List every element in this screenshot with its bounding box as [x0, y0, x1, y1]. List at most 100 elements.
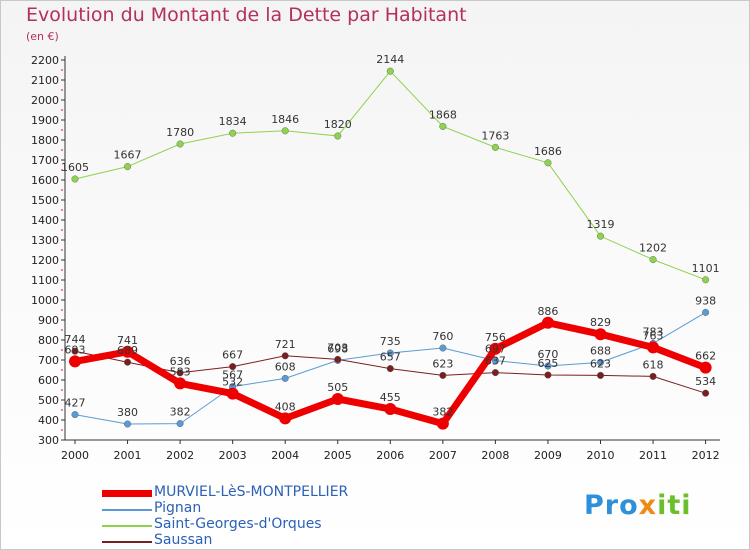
data-point [647, 341, 660, 354]
data-point [384, 403, 397, 415]
data-label: 744 [65, 333, 86, 346]
data-label: 721 [275, 338, 296, 351]
y-minor-tick [61, 349, 63, 351]
data-label: 783 [643, 325, 664, 338]
y-minor-tick [61, 389, 63, 391]
legend-label: MURVIEL-LèS-MONTPELLIER [154, 484, 349, 500]
data-label: 2144 [376, 53, 404, 66]
chart-title: Evolution du Montant de la Dette par Hab… [26, 4, 467, 26]
data-point [702, 308, 710, 316]
x-tick-label: 2008 [481, 449, 509, 462]
data-label: 703 [327, 341, 348, 354]
x-tick-label: 2009 [534, 449, 562, 462]
data-point [71, 411, 79, 419]
y-tick-label: 2000 [31, 94, 59, 107]
data-label: 938 [695, 294, 716, 307]
data-point [334, 355, 342, 363]
y-tick-label: 1500 [31, 194, 59, 207]
y-tick-label: 1300 [31, 234, 59, 247]
data-point [229, 363, 237, 371]
data-point [69, 355, 81, 368]
data-label: 623 [590, 357, 611, 370]
y-minor-tick [61, 149, 63, 151]
y-minor-tick [61, 89, 63, 91]
data-point [491, 369, 499, 377]
data-label: 667 [222, 349, 243, 362]
x-tick-label: 2007 [429, 449, 457, 462]
data-label: 1780 [166, 126, 194, 139]
data-label: 583 [170, 365, 191, 378]
data-point [439, 371, 447, 379]
data-label: 408 [275, 400, 296, 413]
data-label: 1868 [429, 108, 457, 121]
data-point [71, 175, 79, 183]
data-label: 1820 [324, 118, 352, 131]
y-tick-label: 500 [38, 394, 59, 407]
data-point [226, 387, 239, 400]
data-point [702, 276, 710, 284]
y-tick-label: 1400 [31, 214, 59, 227]
x-tick-label: 2002 [166, 449, 194, 462]
data-point [597, 358, 605, 366]
data-point [649, 256, 657, 264]
x-tick-label: 2000 [61, 449, 89, 462]
data-point [541, 316, 554, 329]
data-label: 1202 [639, 242, 667, 255]
x-tick-label: 2006 [376, 449, 404, 462]
y-tick-label: 300 [38, 434, 59, 447]
y-tick-label: 400 [38, 414, 59, 427]
data-label: 505 [327, 381, 348, 394]
data-point [124, 163, 132, 171]
data-label: 689 [117, 344, 138, 357]
x-tick-label: 2005 [324, 449, 352, 462]
data-point [281, 374, 289, 382]
data-point [597, 371, 605, 379]
legend-label: Pignan [154, 500, 202, 516]
data-label: 657 [380, 351, 401, 364]
data-label: 427 [65, 397, 86, 410]
data-label: 380 [117, 406, 138, 419]
data-point [124, 420, 132, 428]
data-point [71, 347, 79, 355]
y-tick-label: 600 [38, 374, 59, 387]
data-point [279, 412, 292, 425]
data-label: 760 [432, 330, 453, 343]
data-point [176, 420, 184, 428]
data-point [439, 344, 447, 352]
data-point [281, 127, 289, 135]
data-point [594, 328, 607, 341]
x-tick-label: 2004 [271, 449, 299, 462]
data-label: 763 [643, 329, 664, 342]
y-tick-label: 1100 [31, 274, 59, 287]
y-tick-label: 1900 [31, 114, 59, 127]
data-point [544, 362, 552, 370]
data-point [121, 345, 134, 358]
data-label: 455 [380, 391, 401, 404]
series-line [74, 70, 706, 281]
legend-label: Saint-Georges-d'Orques [154, 516, 322, 532]
data-label: 1846 [271, 113, 299, 126]
data-label: 886 [537, 305, 558, 318]
legend-swatch [102, 541, 152, 543]
y-tick-label: 900 [38, 314, 59, 327]
data-point [176, 140, 184, 148]
data-label: 623 [432, 357, 453, 370]
y-minor-tick [61, 209, 63, 211]
data-label: 1319 [587, 218, 615, 231]
data-point [489, 342, 502, 355]
y-tick-label: 2200 [31, 54, 59, 67]
data-point [331, 393, 344, 405]
legend-swatch [102, 525, 152, 527]
data-point [702, 389, 710, 397]
y-minor-tick [61, 429, 63, 431]
data-label: 697 [485, 343, 506, 356]
data-label: 1686 [534, 145, 562, 158]
y-minor-tick [61, 189, 63, 191]
proxiti-logo: Proxiti [584, 490, 692, 521]
data-point [491, 143, 499, 151]
y-tick-label: 2100 [31, 74, 59, 87]
y-tick-label: 1800 [31, 134, 59, 147]
data-point [544, 159, 552, 167]
data-label: 608 [275, 360, 296, 373]
data-label: 829 [590, 316, 611, 329]
